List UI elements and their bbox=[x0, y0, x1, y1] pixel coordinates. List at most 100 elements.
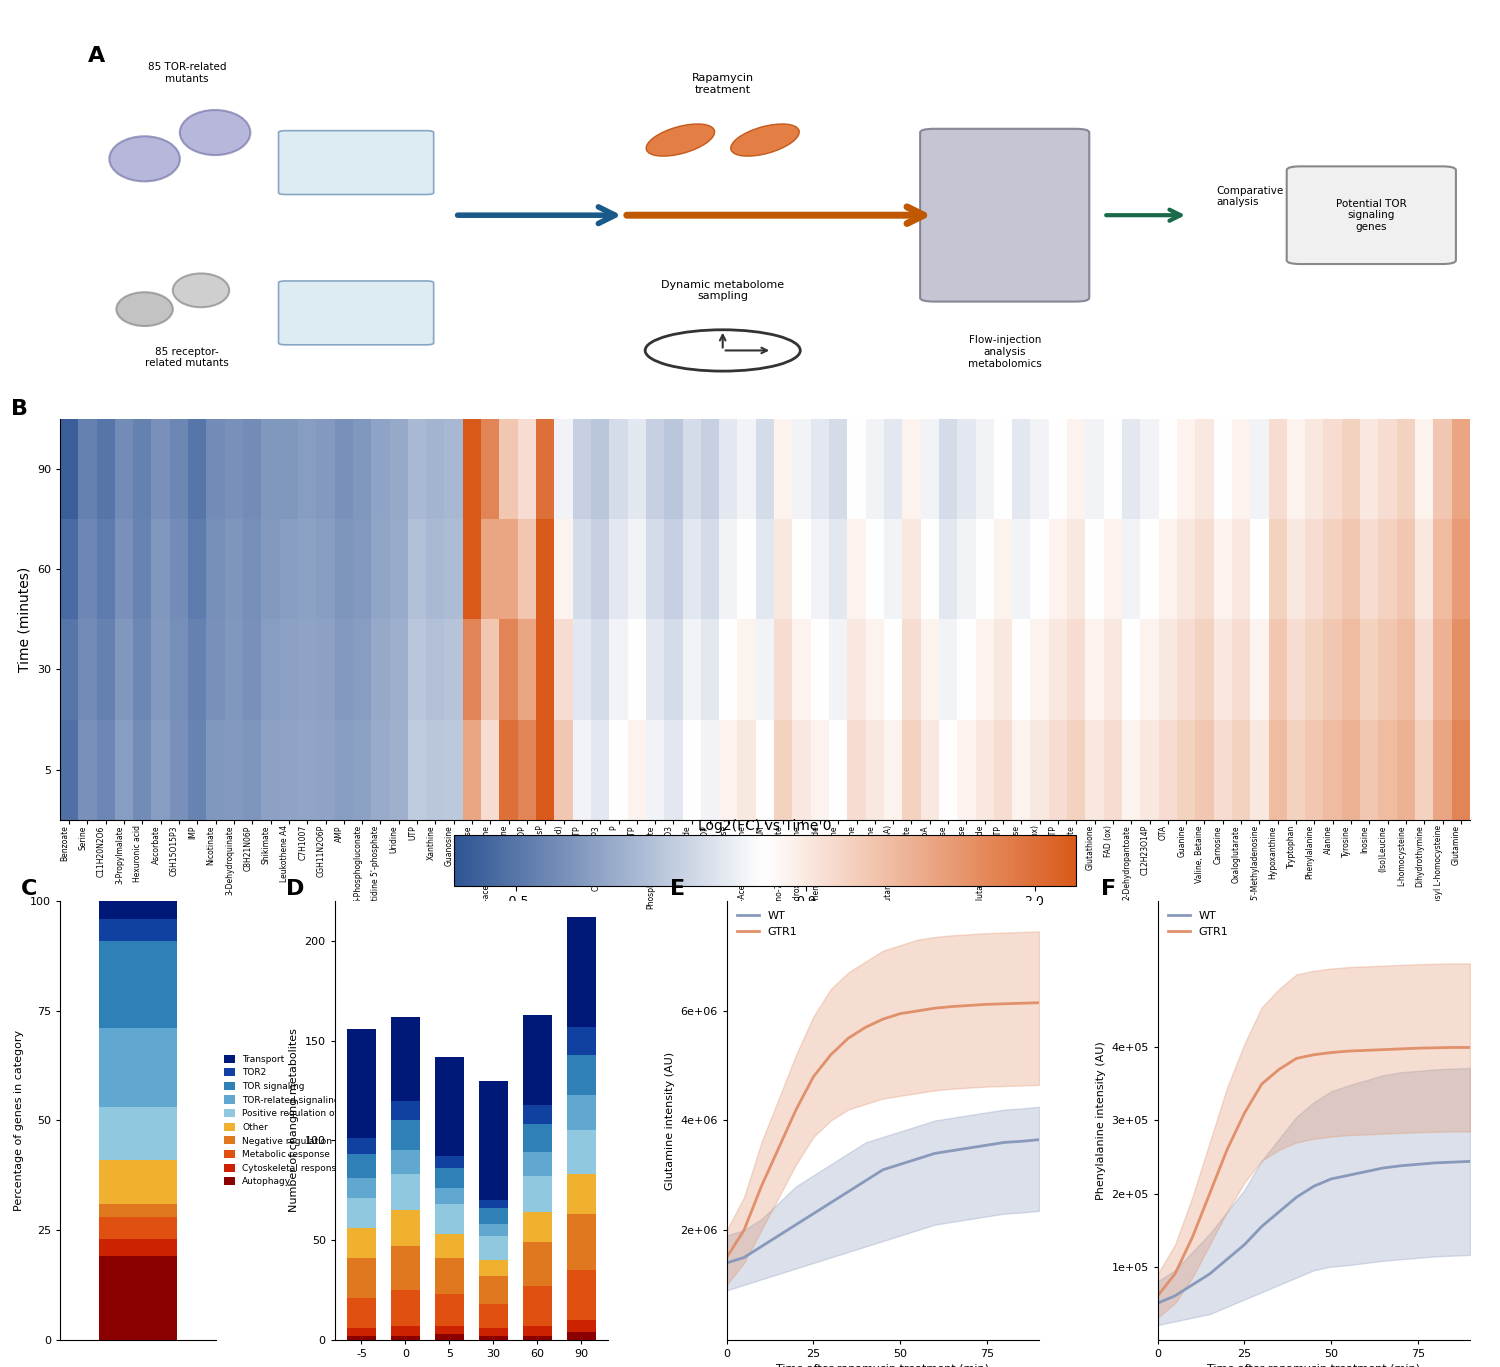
Bar bbox=[524, 1213, 552, 1243]
Bar bbox=[567, 1131, 596, 1174]
WT bbox=[753, 1239, 771, 1255]
WT bbox=[1287, 1189, 1305, 1206]
Bar bbox=[99, 901, 177, 919]
GTR1 bbox=[1322, 1044, 1340, 1061]
WT bbox=[1408, 1156, 1426, 1173]
WT bbox=[909, 1151, 927, 1167]
Bar bbox=[392, 1290, 420, 1326]
FancyBboxPatch shape bbox=[920, 128, 1089, 302]
Bar bbox=[524, 1014, 552, 1105]
FancyBboxPatch shape bbox=[279, 131, 434, 194]
GTR1 bbox=[1426, 1040, 1444, 1057]
WT bbox=[874, 1162, 892, 1178]
Bar bbox=[346, 1336, 376, 1340]
Bar bbox=[346, 1327, 376, 1336]
Bar bbox=[435, 1326, 463, 1334]
GTR1 bbox=[1149, 1288, 1167, 1304]
GTR1 bbox=[1461, 1039, 1479, 1055]
GTR1 bbox=[822, 1047, 840, 1064]
GTR1 bbox=[1374, 1042, 1392, 1058]
WT bbox=[996, 1135, 1014, 1151]
Line: GTR1: GTR1 bbox=[1158, 1047, 1470, 1296]
GTR1 bbox=[1013, 995, 1031, 1012]
Bar bbox=[524, 1125, 552, 1152]
Bar bbox=[392, 1245, 420, 1290]
Bar bbox=[392, 1121, 420, 1151]
Bar bbox=[392, 1151, 420, 1174]
GTR1 bbox=[1218, 1141, 1236, 1158]
Bar bbox=[524, 1176, 552, 1213]
Ellipse shape bbox=[172, 273, 230, 308]
Bar bbox=[524, 1152, 552, 1176]
Ellipse shape bbox=[730, 124, 800, 156]
Ellipse shape bbox=[110, 137, 180, 182]
Bar bbox=[524, 1326, 552, 1336]
Bar bbox=[392, 1100, 420, 1121]
Bar bbox=[478, 1260, 507, 1275]
Text: Potential TOR
signaling
genes: Potential TOR signaling genes bbox=[1336, 198, 1407, 232]
Bar bbox=[478, 1208, 507, 1223]
WT bbox=[1358, 1163, 1376, 1180]
GTR1 bbox=[944, 998, 962, 1014]
Bar bbox=[567, 1027, 596, 1055]
Legend: WT, GTR1: WT, GTR1 bbox=[1162, 906, 1233, 942]
Bar bbox=[567, 1055, 596, 1095]
WT bbox=[960, 1140, 978, 1156]
Bar bbox=[435, 1334, 463, 1340]
Circle shape bbox=[645, 329, 800, 370]
GTR1 bbox=[735, 1222, 753, 1239]
GTR1 bbox=[1392, 1040, 1410, 1057]
GTR1 bbox=[1408, 1040, 1426, 1057]
WT bbox=[978, 1137, 996, 1154]
Bar bbox=[435, 1188, 463, 1204]
GTR1 bbox=[753, 1178, 771, 1195]
Bar bbox=[478, 1336, 507, 1340]
Text: A: A bbox=[88, 46, 105, 66]
Y-axis label: Percentage of genes in category: Percentage of genes in category bbox=[15, 1029, 24, 1211]
Bar bbox=[346, 1178, 376, 1199]
WT bbox=[788, 1217, 806, 1233]
WT bbox=[1236, 1237, 1254, 1254]
WT bbox=[1218, 1251, 1236, 1267]
GTR1 bbox=[1200, 1185, 1218, 1202]
GTR1 bbox=[874, 1012, 892, 1028]
GTR1 bbox=[1270, 1061, 1288, 1077]
Text: Flow-injection
analysis
metabolomics: Flow-injection analysis metabolomics bbox=[968, 335, 1041, 369]
GTR1 bbox=[1358, 1042, 1376, 1058]
Bar bbox=[567, 1331, 596, 1340]
Text: C: C bbox=[21, 879, 38, 899]
GTR1 bbox=[996, 995, 1014, 1012]
Text: Rapamycin
treatment: Rapamycin treatment bbox=[692, 74, 754, 94]
WT bbox=[1252, 1218, 1270, 1234]
WT bbox=[804, 1206, 822, 1222]
GTR1 bbox=[1252, 1076, 1270, 1092]
Ellipse shape bbox=[117, 293, 172, 325]
Bar bbox=[524, 1336, 552, 1340]
Bar bbox=[99, 1239, 177, 1256]
Title: Log2(FC) vs Time 0: Log2(FC) vs Time 0 bbox=[699, 819, 832, 833]
Bar bbox=[392, 1210, 420, 1245]
Bar bbox=[346, 1228, 376, 1258]
X-axis label: Time after rapamycin treatment (min): Time after rapamycin treatment (min) bbox=[1208, 1364, 1420, 1367]
WT bbox=[1184, 1277, 1202, 1293]
Y-axis label: Time (minutes): Time (minutes) bbox=[18, 566, 32, 671]
Bar bbox=[99, 919, 177, 940]
WT bbox=[1030, 1132, 1048, 1148]
WT bbox=[1374, 1159, 1392, 1176]
WT bbox=[944, 1143, 962, 1159]
Text: Dynamic metabolome
sampling: Dynamic metabolome sampling bbox=[662, 279, 784, 301]
Bar bbox=[524, 1105, 552, 1125]
Y-axis label: Number of changing metabolites: Number of changing metabolites bbox=[290, 1028, 298, 1213]
WT bbox=[1166, 1288, 1184, 1304]
GTR1 bbox=[1287, 1050, 1305, 1066]
Text: B: B bbox=[10, 399, 27, 418]
Text: Comparative
analysis: Comparative analysis bbox=[1216, 186, 1284, 208]
Bar bbox=[392, 1174, 420, 1210]
Bar bbox=[346, 1199, 376, 1228]
Y-axis label: Glutamine intensity (AU): Glutamine intensity (AU) bbox=[664, 1051, 675, 1189]
Text: D: D bbox=[285, 879, 304, 899]
GTR1 bbox=[717, 1249, 735, 1266]
Bar bbox=[435, 1057, 463, 1156]
WT bbox=[926, 1146, 944, 1162]
GTR1 bbox=[856, 1020, 874, 1036]
